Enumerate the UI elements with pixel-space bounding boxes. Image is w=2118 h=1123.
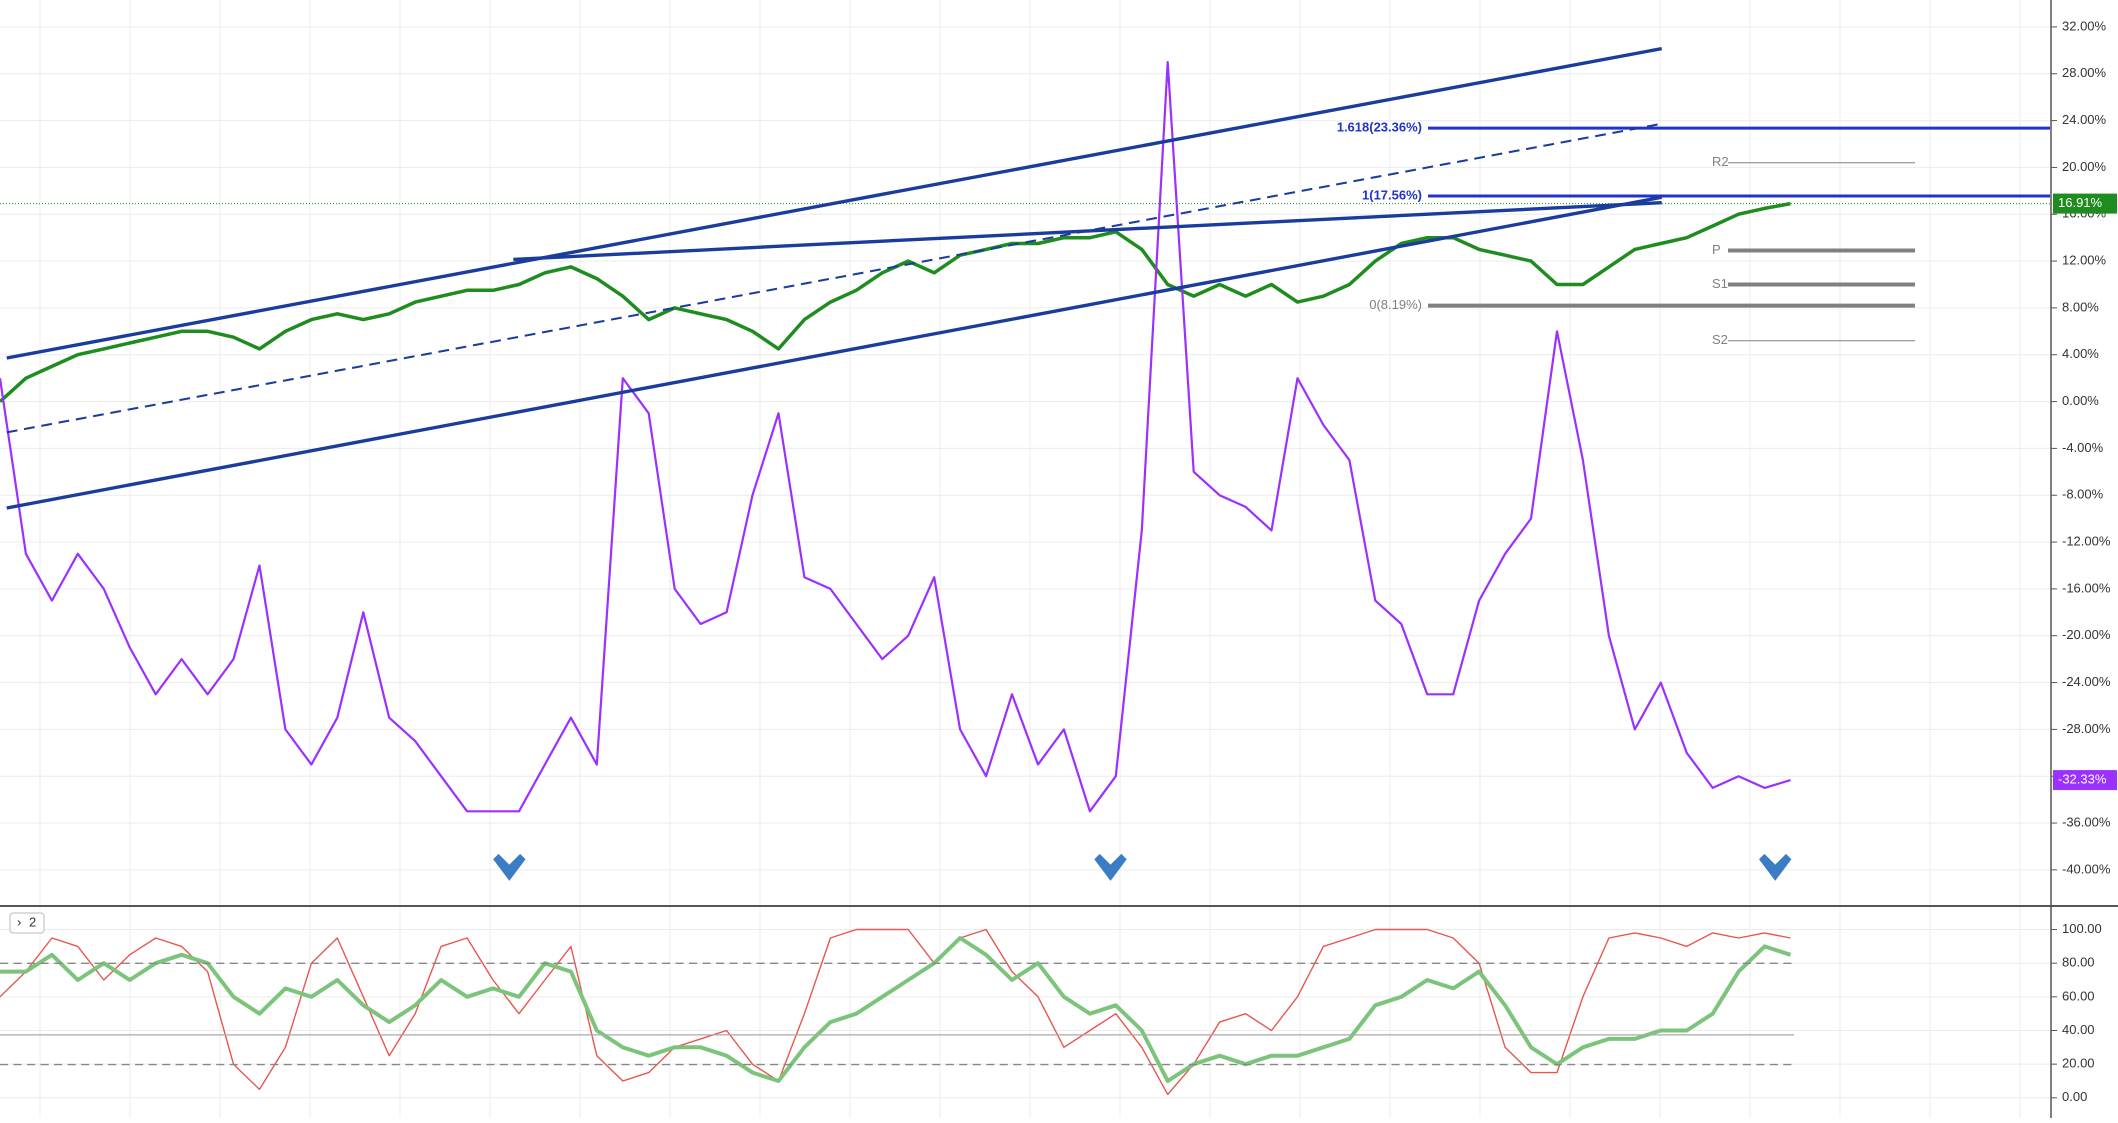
y-tick-label: -36.00% (2062, 814, 2111, 829)
pane-badge-label: 2 (29, 914, 36, 929)
y-tick-label: 20.00% (2062, 159, 2107, 174)
arrows (493, 853, 1792, 881)
level-label: P (1712, 242, 1721, 257)
level-label: S2 (1712, 332, 1728, 347)
y-tick-label: 24.00% (2062, 112, 2107, 127)
y-tick-label: -12.00% (2062, 534, 2111, 549)
series-line (0, 936, 1792, 1083)
last-value-badge (2053, 770, 2117, 791)
arrow-icon (1094, 853, 1127, 881)
trend-line (6, 195, 1663, 510)
level-label: 0(8.19%) (1369, 297, 1422, 312)
y-tick-label: -28.00% (2062, 721, 2111, 736)
y-tick-label: 20.00 (2062, 1056, 2095, 1071)
y-tick-label: 80.00 (2062, 955, 2095, 970)
level-label: 1(17.56%) (1362, 187, 1422, 202)
drawings (0, 46, 1795, 1066)
level-label: S1 (1712, 276, 1728, 291)
y-tick-label: 12.00% (2062, 253, 2107, 268)
arrow-icon (493, 853, 526, 881)
y-tick-label: -4.00% (2062, 440, 2104, 455)
y-tick-label: 4.00% (2062, 346, 2099, 361)
pane-badge-arrow: › (17, 914, 21, 929)
last-value-label: -32.33% (2058, 772, 2107, 787)
y-tick-label: 40.00 (2062, 1022, 2095, 1037)
y-tick-label: -24.00% (2062, 674, 2111, 689)
series-line (0, 61, 1791, 813)
y-tick-label: 100.00 (2062, 921, 2102, 936)
series-line (0, 928, 1791, 1096)
y-tick-label: 0.00 (2062, 1089, 2087, 1104)
y-tick-label: 28.00% (2062, 65, 2107, 80)
last-value-label: 16.91% (2058, 195, 2103, 210)
y-tick-label: -16.00% (2062, 580, 2111, 595)
y-tick-label: -40.00% (2062, 861, 2111, 876)
arrow-icon (1759, 853, 1792, 881)
y-tick-label: 0.00% (2062, 393, 2099, 408)
y-tick-label: 32.00% (2062, 18, 2107, 33)
level-label: R2 (1712, 154, 1729, 169)
y-tick-label: -20.00% (2062, 627, 2111, 642)
y-tick-label: 8.00% (2062, 299, 2099, 314)
last-value-badge (2053, 193, 2117, 214)
y-tick-label: -8.00% (2062, 487, 2104, 502)
pane-badge[interactable] (9, 912, 45, 934)
y-tick-label: 60.00 (2062, 988, 2095, 1003)
trend-line (6, 46, 1663, 360)
level-label: 1.618(23.36%) (1337, 120, 1422, 135)
